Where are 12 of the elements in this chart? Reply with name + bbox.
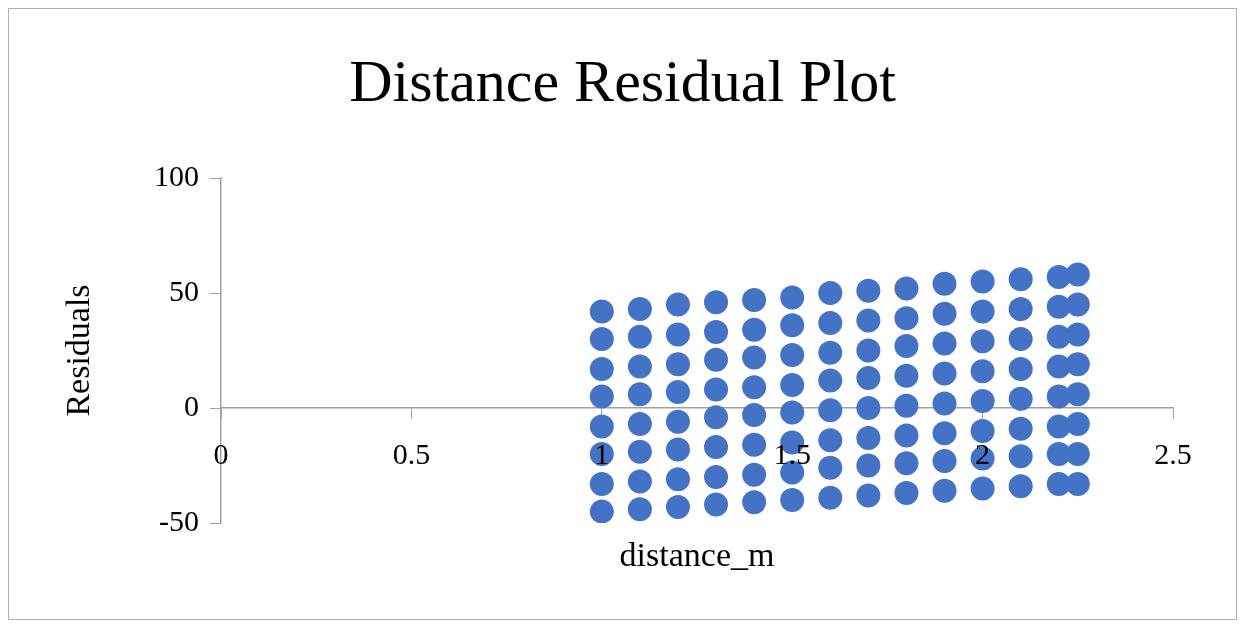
y-tick-label: 50 <box>169 273 199 307</box>
x-tick-label: 2 <box>975 436 991 470</box>
y-axis-title: Residuals <box>58 284 96 417</box>
x-tick-label: 2.5 <box>1154 436 1192 470</box>
y-tick-label: 100 <box>154 158 199 192</box>
x-axis-title: distance_m <box>619 535 775 573</box>
y-tick-label: 0 <box>184 388 199 422</box>
x-tick-label: 1 <box>594 436 610 470</box>
chart-title: Distance Residual Plot <box>349 47 897 114</box>
y-tick-label: -50 <box>159 503 199 537</box>
x-tick-label: 0.5 <box>392 436 431 470</box>
x-tick-label: 0 <box>213 436 229 470</box>
